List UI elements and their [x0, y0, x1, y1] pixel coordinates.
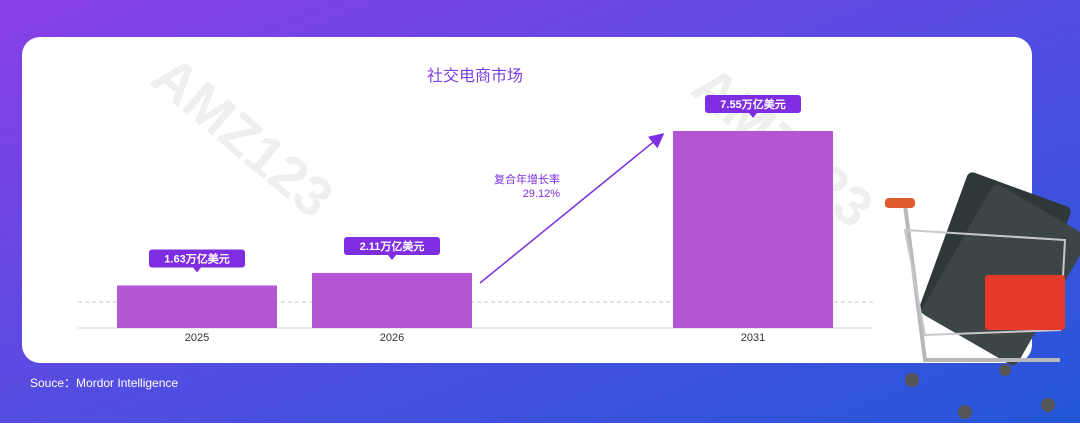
bar	[312, 272, 472, 328]
value-label-bg	[344, 236, 440, 255]
annotation: 复合年增长率	[494, 172, 560, 186]
value-label-pointer	[749, 113, 757, 118]
value-label: 1.63万亿美元	[164, 251, 229, 265]
value-label-bg	[705, 95, 801, 113]
bar	[117, 285, 277, 328]
value-label-pointer	[193, 267, 201, 273]
cart-illustration	[885, 172, 1080, 419]
value-label-bg	[149, 249, 245, 268]
x-tick-label: 2031	[741, 332, 765, 344]
x-tick-label: 2025	[185, 332, 209, 344]
bar	[673, 131, 833, 328]
value-label: 7.55万亿美元	[720, 97, 785, 111]
annotation: 29.12%	[523, 188, 561, 200]
value-label-pointer	[388, 254, 396, 260]
growth-arrow	[479, 133, 665, 284]
source: Souce：Mordor Intelligence	[30, 376, 178, 390]
value-label: 2.11万亿美元	[360, 239, 425, 253]
x-tick-label: 2026	[380, 332, 404, 344]
chart-title: 社交电商市场	[427, 67, 523, 85]
